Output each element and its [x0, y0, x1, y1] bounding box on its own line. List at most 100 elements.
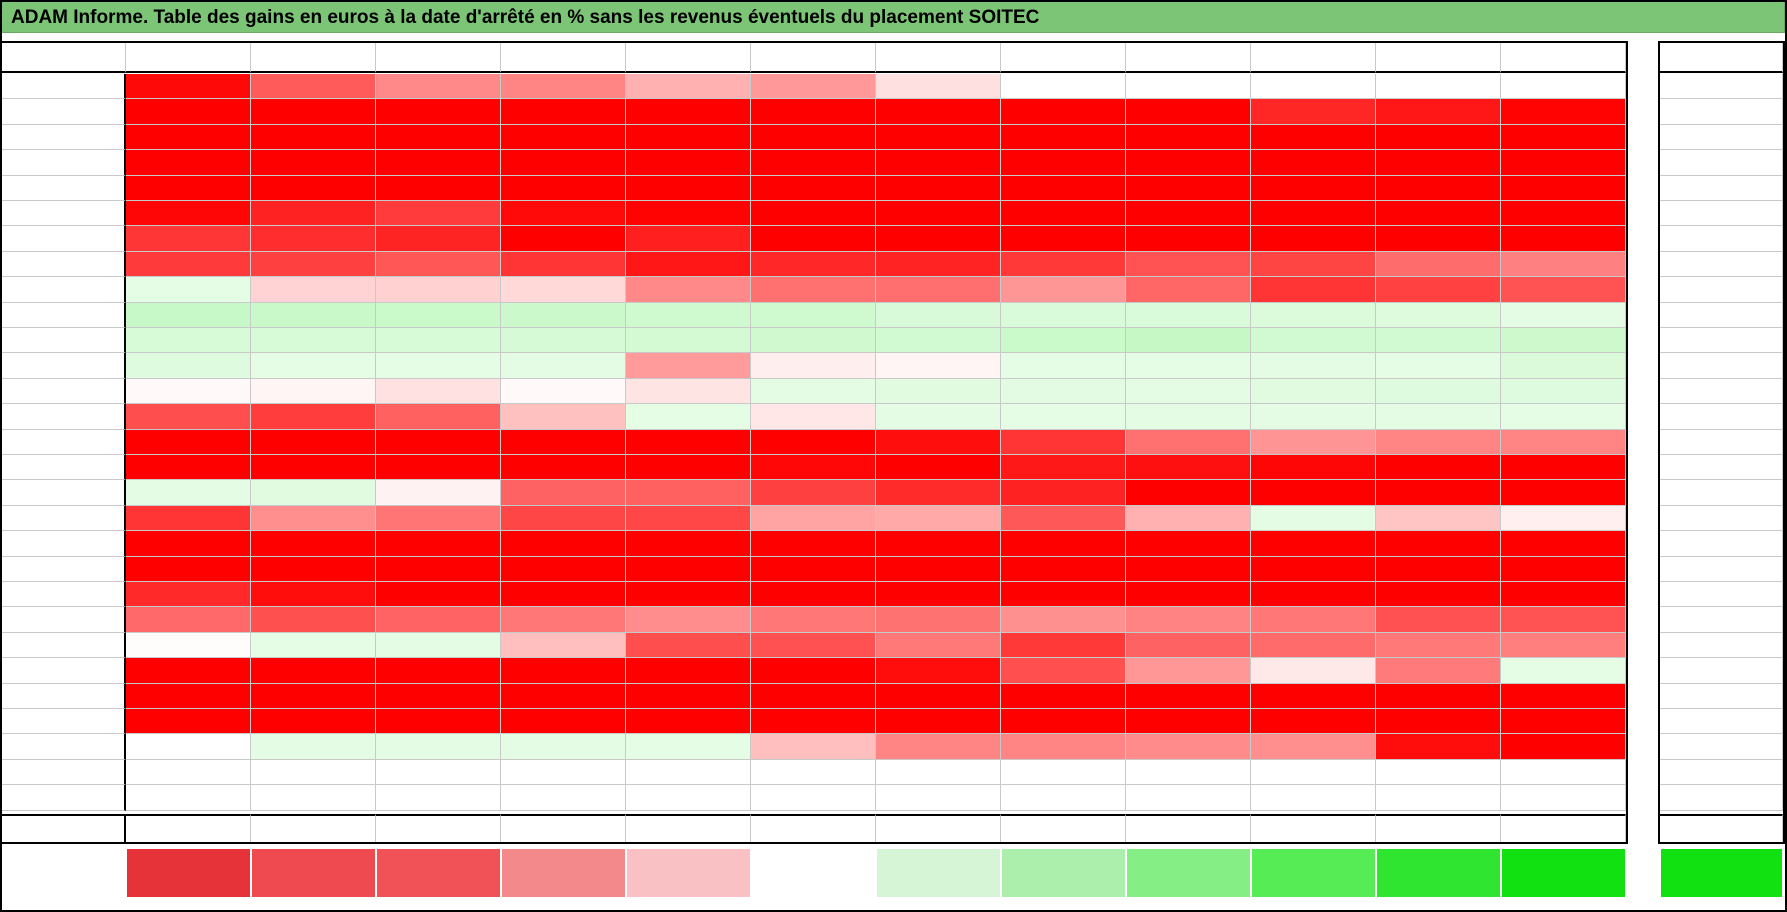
table-cell[interactable]	[1501, 759, 1626, 786]
table-cell[interactable]	[751, 74, 876, 100]
table-cell[interactable]	[1376, 505, 1501, 532]
table-cell[interactable]	[1001, 709, 1126, 735]
table-cell[interactable]	[1376, 74, 1501, 100]
table-cell[interactable]	[1501, 582, 1626, 608]
table-cell[interactable]	[126, 74, 251, 100]
table-cell[interactable]	[751, 709, 876, 735]
table-cell[interactable]	[1126, 709, 1251, 735]
table-cell[interactable]	[1001, 632, 1126, 659]
table-cell[interactable]	[1501, 683, 1626, 709]
table-cell[interactable]	[626, 480, 751, 506]
year-label[interactable]	[0, 556, 126, 582]
table-cell[interactable]	[751, 505, 876, 532]
table-cell[interactable]	[751, 328, 876, 354]
table-cell[interactable]	[1376, 785, 1501, 811]
table-cell[interactable]	[1001, 74, 1126, 100]
year-label[interactable]	[0, 353, 126, 379]
table-cell[interactable]	[876, 302, 1001, 328]
table-cell[interactable]	[251, 480, 376, 506]
table-cell[interactable]	[251, 378, 376, 405]
table-cell[interactable]	[1001, 99, 1126, 125]
table-cell[interactable]	[1001, 556, 1126, 582]
table-cell[interactable]	[251, 429, 376, 455]
table-cell[interactable]	[1251, 759, 1376, 786]
table-cell[interactable]	[626, 124, 751, 151]
scale-swatch[interactable]	[751, 848, 876, 898]
table-cell[interactable]	[1501, 785, 1626, 811]
table-cell[interactable]	[626, 328, 751, 354]
table-cell[interactable]	[376, 201, 501, 227]
table-cell[interactable]	[626, 99, 751, 125]
table-cell[interactable]	[1376, 531, 1501, 557]
table-cell[interactable]	[376, 74, 501, 100]
table-cell[interactable]	[1126, 378, 1251, 405]
tx-cell[interactable]	[1660, 455, 1783, 481]
tx-cell[interactable]	[1660, 683, 1783, 709]
table-cell[interactable]	[1251, 99, 1376, 125]
table-cell[interactable]	[1501, 302, 1626, 328]
tx-cell[interactable]	[1660, 759, 1783, 786]
column-header-12[interactable]	[1501, 41, 1626, 73]
tx-cell[interactable]	[1660, 607, 1783, 633]
scale-swatch[interactable]	[126, 848, 251, 898]
table-cell[interactable]	[501, 404, 626, 430]
table-cell[interactable]	[251, 658, 376, 684]
table-cell[interactable]	[126, 658, 251, 684]
table-cell[interactable]	[1001, 302, 1126, 328]
table-cell[interactable]	[1001, 734, 1126, 760]
year-label[interactable]	[0, 658, 126, 684]
table-cell[interactable]	[501, 429, 626, 455]
table-cell[interactable]	[501, 302, 626, 328]
table-cell[interactable]	[1251, 785, 1376, 811]
table-cell[interactable]	[501, 480, 626, 506]
table-cell[interactable]	[1126, 556, 1251, 582]
table-cell[interactable]	[1001, 531, 1126, 557]
table-cell[interactable]	[876, 734, 1001, 760]
table-cell[interactable]	[126, 150, 251, 176]
table-cell[interactable]	[1376, 582, 1501, 608]
column-header-1[interactable]	[126, 41, 251, 73]
table-cell[interactable]	[1126, 251, 1251, 278]
table-cell[interactable]	[751, 124, 876, 151]
table-cell[interactable]	[251, 632, 376, 659]
tx-cell[interactable]	[1660, 74, 1783, 100]
table-cell[interactable]	[1251, 480, 1376, 506]
table-cell[interactable]	[1501, 124, 1626, 151]
table-cell[interactable]	[376, 124, 501, 151]
summary-label[interactable]	[0, 813, 126, 844]
table-cell[interactable]	[376, 709, 501, 735]
table-cell[interactable]	[1251, 455, 1376, 481]
table-cell[interactable]	[376, 582, 501, 608]
table-cell[interactable]	[251, 683, 376, 709]
table-cell[interactable]	[1001, 353, 1126, 379]
table-cell[interactable]	[126, 124, 251, 151]
tx-cell[interactable]	[1660, 302, 1783, 328]
table-cell[interactable]	[251, 277, 376, 303]
table-cell[interactable]	[626, 531, 751, 557]
table-cell[interactable]	[1376, 734, 1501, 760]
table-cell[interactable]	[376, 734, 501, 760]
table-cell[interactable]	[1251, 709, 1376, 735]
table-cell[interactable]	[501, 201, 626, 227]
table-cell[interactable]	[1001, 683, 1126, 709]
table-cell[interactable]	[1001, 505, 1126, 532]
table-cell[interactable]	[376, 658, 501, 684]
summary-cell[interactable]	[1001, 813, 1126, 844]
table-cell[interactable]	[251, 759, 376, 786]
table-cell[interactable]	[1251, 201, 1376, 227]
table-cell[interactable]	[501, 632, 626, 659]
year-label[interactable]	[0, 74, 126, 100]
table-cell[interactable]	[376, 683, 501, 709]
table-cell[interactable]	[251, 201, 376, 227]
table-cell[interactable]	[1501, 328, 1626, 354]
table-cell[interactable]	[876, 74, 1001, 100]
table-cell[interactable]	[1126, 150, 1251, 176]
table-cell[interactable]	[376, 785, 501, 811]
table-cell[interactable]	[1126, 277, 1251, 303]
table-cell[interactable]	[626, 251, 751, 278]
year-label[interactable]	[0, 582, 126, 608]
table-cell[interactable]	[1376, 353, 1501, 379]
year-label[interactable]	[0, 404, 126, 430]
table-cell[interactable]	[1376, 175, 1501, 201]
table-cell[interactable]	[1501, 404, 1626, 430]
